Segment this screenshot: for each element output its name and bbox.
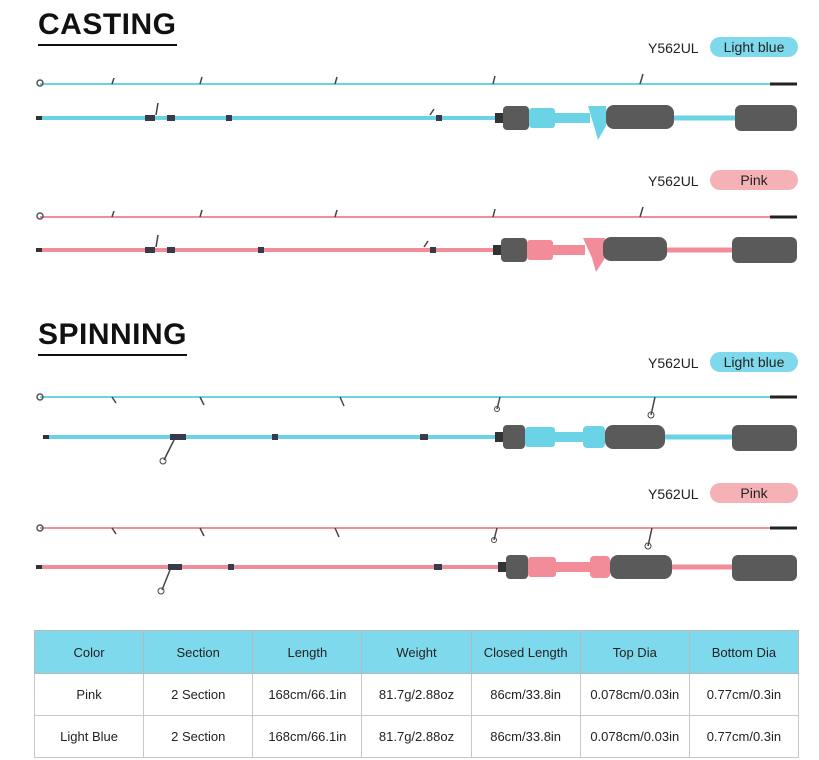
header-bottom-dia: Bottom Dia — [688, 630, 800, 674]
spinning-blue-tip-section — [36, 393, 797, 419]
casting-pink-color-badge: Pink — [710, 170, 798, 190]
spinning-pink-color-badge: Pink — [710, 483, 798, 503]
header-weight: Weight — [361, 630, 472, 674]
spinning-blue-rod-image — [36, 393, 797, 465]
cell-section: 2 Section — [143, 673, 254, 716]
spinning-pink-rod-image — [36, 524, 797, 595]
casting-blue-color-badge: Light blue — [710, 37, 798, 57]
cell-top-dia: 0.078cm/0.03in — [579, 715, 690, 758]
header-top-dia: Top Dia — [579, 630, 690, 674]
header-color: Color — [33, 630, 145, 674]
spinning-blue-model: Y562UL — [648, 355, 699, 371]
casting-pink-butt-section — [36, 234, 797, 272]
spinning-pink-model: Y562UL — [648, 486, 699, 502]
cell-color: Light Blue — [33, 715, 145, 758]
cell-color: Pink — [33, 673, 145, 716]
header-section: Section — [143, 630, 254, 674]
cell-closed-length: 86cm/33.8in — [470, 715, 581, 758]
casting-blue-model: Y562UL — [648, 40, 699, 56]
cell-bottom-dia: 0.77cm/0.3in — [688, 715, 800, 758]
spinning-pink-tip-section — [36, 524, 797, 550]
cell-top-dia: 0.078cm/0.03in — [579, 673, 690, 716]
cell-closed-length: 86cm/33.8in — [470, 673, 581, 716]
spinning-blue-color-badge: Light blue — [710, 352, 798, 372]
cell-section: 2 Section — [143, 715, 254, 758]
casting-blue-tip-section — [36, 73, 797, 87]
cell-weight: 81.7g/2.88oz — [361, 715, 472, 758]
spinning-pink-butt-section — [36, 555, 797, 595]
header-closed-length: Closed Length — [470, 630, 581, 674]
casting-pink-rod-image — [36, 206, 797, 272]
cell-bottom-dia: 0.77cm/0.3in — [688, 673, 800, 716]
spinning-heading: SPINNING — [38, 320, 188, 356]
header-length: Length — [252, 630, 363, 674]
table-row: Light Blue 2 Section 168cm/66.1in 81.7g/… — [33, 715, 800, 758]
cell-length: 168cm/66.1in — [252, 673, 363, 716]
casting-heading: CASTING — [38, 10, 177, 46]
casting-pink-model: Y562UL — [648, 173, 699, 189]
casting-pink-tip-section — [36, 206, 797, 220]
spinning-blue-butt-section — [43, 425, 797, 465]
cell-weight: 81.7g/2.88oz — [361, 673, 472, 716]
table-row: Pink 2 Section 168cm/66.1in 81.7g/2.88oz… — [33, 673, 800, 716]
cell-length: 168cm/66.1in — [252, 715, 363, 758]
casting-blue-butt-section — [36, 102, 797, 140]
table-header-row: Color Section Length Weight Closed Lengt… — [33, 630, 800, 674]
specifications-table: Color Section Length Weight Closed Lengt… — [33, 630, 800, 758]
casting-blue-rod-image — [36, 73, 797, 140]
